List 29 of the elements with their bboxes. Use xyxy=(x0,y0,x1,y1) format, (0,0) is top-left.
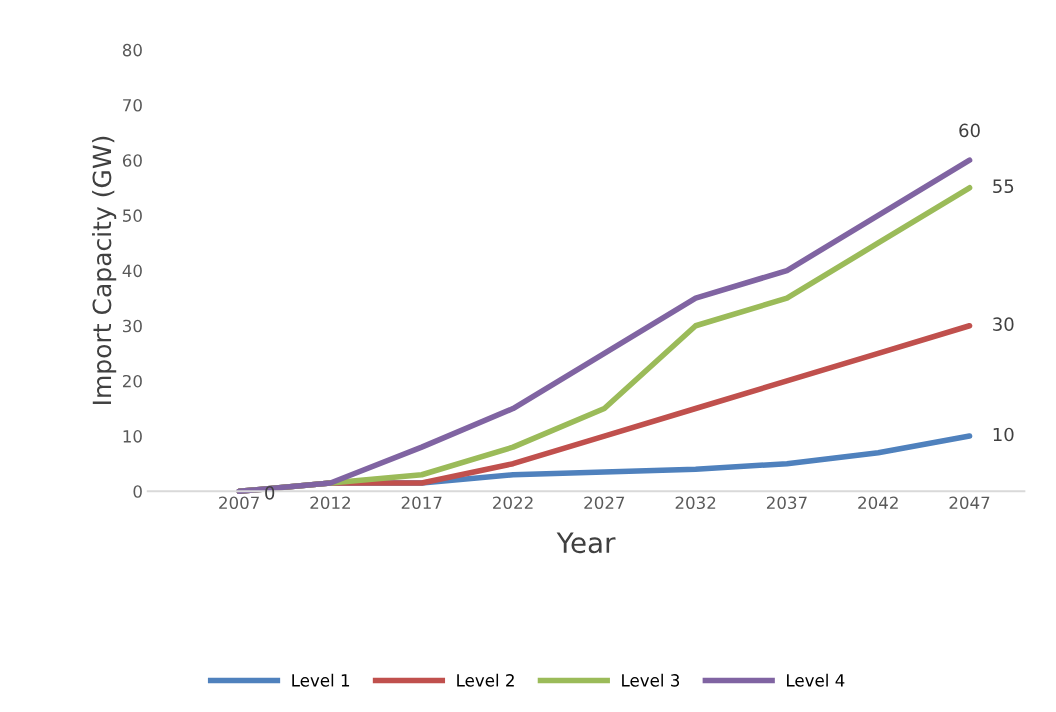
legend-label: Level 1 xyxy=(292,673,350,687)
x-tick-label: 2017 xyxy=(401,496,442,510)
y-tick-label: 0 xyxy=(133,485,142,498)
legend-label: Level 2 xyxy=(457,673,514,687)
data-label: 55 xyxy=(993,179,1014,194)
data-label: 0 xyxy=(265,486,275,500)
y-tick-label: 50 xyxy=(123,209,142,222)
x-tick-label: 2007 xyxy=(219,496,259,510)
y-tick-label: 40 xyxy=(122,264,142,278)
x-tick-label: 2032 xyxy=(675,496,716,510)
y-tick-label: 20 xyxy=(122,374,142,388)
data-label: 60 xyxy=(959,123,980,138)
x-axis-title: Year xyxy=(556,532,616,554)
y-tick-label: 80 xyxy=(122,43,142,57)
y-tick-label: 10 xyxy=(123,430,142,443)
y-tick-label: 70 xyxy=(123,98,142,112)
y-tick-label: 60 xyxy=(122,154,142,167)
x-tick-label: 2047 xyxy=(949,496,990,510)
x-tick-label: 2042 xyxy=(858,496,898,510)
x-tick-label: 2012 xyxy=(310,496,350,510)
legend-label: Level 4 xyxy=(787,673,845,687)
legend-label: Level 3 xyxy=(622,673,680,687)
y-tick-label: 30 xyxy=(123,319,142,333)
data-label: 10 xyxy=(993,427,1014,442)
data-label: 30 xyxy=(993,317,1014,331)
x-tick-label: 2022 xyxy=(493,496,533,510)
y-axis-title: Import Capacity (GW) xyxy=(92,136,117,404)
x-tick-label: 2027 xyxy=(584,496,625,510)
x-tick-label: 2037 xyxy=(766,496,807,510)
